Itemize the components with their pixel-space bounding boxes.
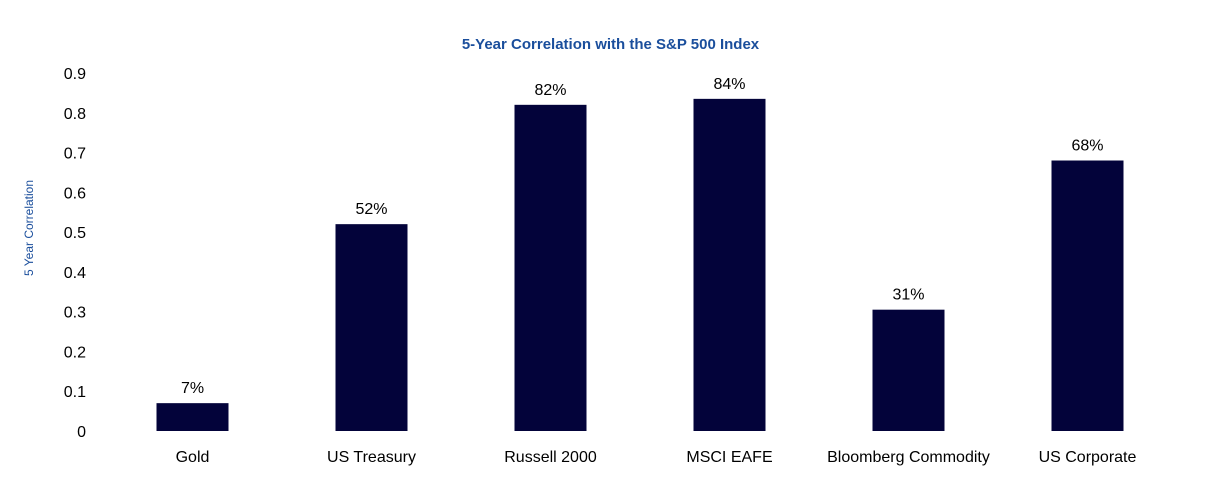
bar-data-label: 7% — [181, 380, 204, 397]
y-tick-label: 0.3 — [64, 305, 86, 322]
bar-data-label: 68% — [1071, 138, 1103, 155]
bar-data-label: 84% — [713, 76, 745, 93]
chart-title: 5-Year Correlation with the S&P 500 Inde… — [461, 36, 760, 53]
bar — [693, 98, 766, 431]
y-tick-label: 0.5 — [64, 225, 86, 242]
data-labels: 7% 52% 82% 84% 31% 68% — [181, 76, 1104, 397]
y-tick-label: 0.4 — [64, 265, 86, 282]
x-category-label: Bloomberg Commodity — [827, 449, 990, 466]
bar — [335, 224, 408, 431]
y-tick-label: 0.6 — [64, 185, 86, 202]
bar — [1051, 160, 1124, 431]
bar-data-label: 82% — [534, 82, 566, 99]
x-category-label: MSCI EAFE — [686, 449, 772, 466]
y-tick-label: 0.8 — [64, 106, 86, 123]
bar-data-label: 52% — [355, 201, 387, 218]
bar — [872, 309, 945, 431]
bar-data-label: 31% — [892, 287, 924, 304]
bar — [156, 403, 229, 431]
x-category-label: US Treasury — [327, 449, 416, 466]
x-category-label: US Corporate — [1039, 449, 1137, 466]
y-tick-label: 0.7 — [64, 146, 86, 163]
y-axis-ticks: 0 0.1 0.2 0.3 0.4 0.5 0.6 0.7 0.8 0.9 — [64, 66, 86, 441]
y-tick-label: 0.9 — [64, 66, 86, 83]
bar-series — [156, 98, 1124, 432]
y-tick-label: 0.2 — [64, 344, 86, 361]
x-category-label: Russell 2000 — [504, 449, 597, 466]
y-tick-label: 0.1 — [64, 384, 86, 401]
x-axis-labels: Gold US Treasury Russell 2000 MSCI EAFE Bloo… — [176, 449, 1137, 466]
y-tick-label: 0 — [77, 424, 86, 441]
bar — [514, 104, 587, 432]
x-category-label: Gold — [176, 449, 210, 466]
